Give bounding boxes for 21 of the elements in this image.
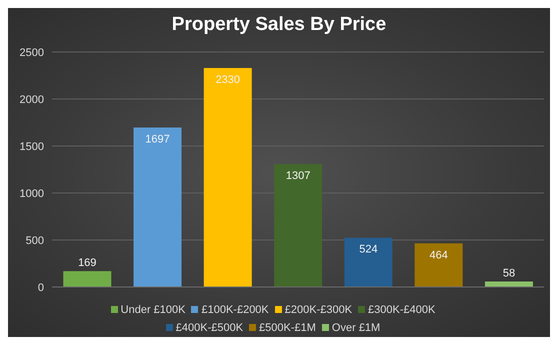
y-tick-label: 0 (38, 282, 44, 294)
y-tick-label: 1500 (20, 140, 44, 153)
y-tick-label: 500 (26, 234, 44, 247)
y-tick-label: 2000 (20, 94, 44, 106)
data-label: 1697 (145, 133, 170, 146)
data-label: 524 (359, 244, 378, 256)
legend-label: £200K-£300K (284, 303, 352, 318)
data-label: 2330 (216, 74, 240, 86)
data-label: 464 (429, 249, 448, 262)
y-tick-label: 1000 (20, 188, 44, 200)
data-label: 169 (78, 257, 96, 270)
data-label: 1307 (286, 170, 310, 182)
legend-label: £100K-£200K (200, 303, 269, 318)
legend-label: Over £1M (330, 321, 380, 336)
legend-label: £300K-£400K (367, 303, 436, 318)
data-label: 58 (502, 268, 516, 280)
y-tick-label: 2500 (20, 46, 44, 59)
chart-title: Property Sales By Price (170, 14, 388, 36)
legend-label: Under £100K (120, 303, 186, 318)
legend-label: £500K-£1M (258, 321, 316, 336)
legend-label: £400K-£500K (174, 321, 244, 336)
